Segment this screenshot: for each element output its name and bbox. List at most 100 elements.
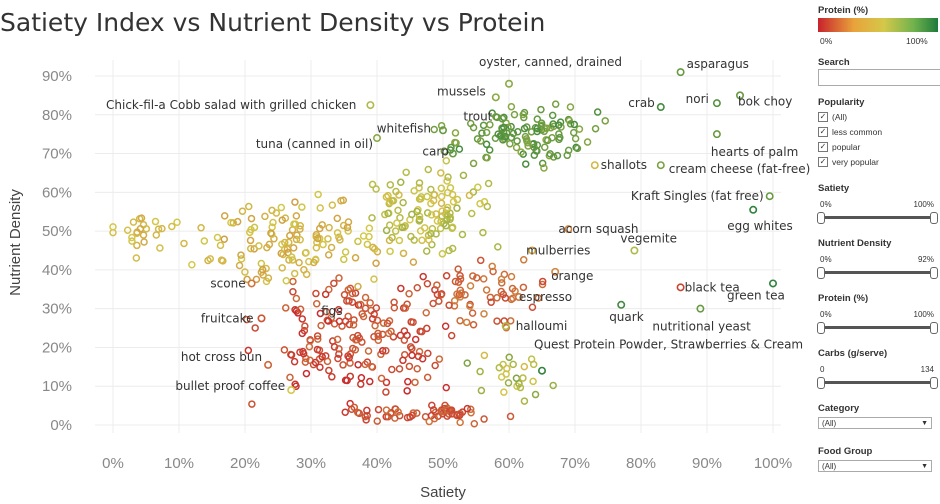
checkbox[interactable]: ✓ [818,127,828,137]
slider-handle-low[interactable] [817,322,825,334]
scatter-point [290,269,299,278]
scatter-point [402,168,410,177]
checkbox[interactable]: ✓ [818,142,828,152]
scatter-point [538,159,547,168]
scatter-point [429,299,437,308]
scatter-point [292,212,301,220]
scatter-point [418,236,426,245]
carbs-slider[interactable] [817,377,938,389]
scatter-point [289,288,297,296]
scatter-point [540,164,548,172]
scatter-point [173,218,181,226]
scatter-point [503,364,511,373]
slider-handle-low[interactable] [817,377,825,389]
scatter-point [330,279,338,288]
scatter-point [463,359,472,367]
point-label: crab [628,96,655,110]
scatter-point [296,348,304,356]
food-group-dropdown[interactable]: (All) ▼ [818,460,932,472]
popularity-option-very-popular[interactable]: ✓ very popular [818,157,879,167]
scatter-point [361,293,370,302]
scatter-point [370,310,378,318]
labeled-point [712,99,721,108]
x-tick-label: 70% [560,455,590,472]
scatter-point [354,237,362,246]
scatter-point [485,146,494,154]
point-label: acorn squash [558,222,638,236]
scatter-point [158,224,166,233]
scatter-point [136,225,145,233]
slider-handle-low[interactable] [817,267,825,279]
scatter-point [469,272,477,280]
scatter-point [397,284,405,293]
scatter-point [366,299,374,307]
x-tick-label: 10% [164,455,194,472]
protein-slider[interactable] [817,322,938,334]
scatter-point [438,407,447,416]
nutrient-density-slider[interactable] [817,267,938,279]
slider-handle-high[interactable] [930,212,938,224]
scatter-point [398,223,406,232]
slider-handle-low[interactable] [817,212,825,224]
scatter-point [363,240,372,249]
point-label: espresso [519,290,572,304]
popularity-option-less-common[interactable]: ✓ less common [818,127,882,137]
scatter-point [415,347,424,356]
scatter-point [393,219,401,227]
scatter-point [377,374,386,383]
scatter-point [523,139,532,147]
checkbox[interactable]: ✓ [818,112,828,122]
satiety-slider[interactable] [817,212,938,224]
popularity-option-all[interactable]: ✓ (All) [818,112,847,122]
scatter-point [469,159,478,168]
scatter-point [569,128,578,137]
scatter-point [359,312,368,321]
scatter-point [261,212,269,221]
scatter-point [233,217,242,226]
scatter-point [477,386,486,395]
scatter-point [483,153,491,162]
scatter-point [289,244,298,252]
point-label: nori [686,92,709,106]
point-label: shallots [601,158,647,172]
scatter-point [501,132,510,141]
scatter-point [537,119,546,127]
slider-handle-high[interactable] [930,377,938,389]
scatter-point [372,259,380,267]
scatter-point [389,333,398,341]
scatter-point [473,274,481,282]
scatter-point [328,201,337,209]
scatter-point [349,321,358,329]
point-label: tuna (canned in oil) [256,137,373,151]
scatter-point [437,121,446,130]
scatter-point [442,272,451,280]
scatter-point [296,305,305,314]
legend-title: Protein (%) [818,5,869,16]
food-group-title: Food Group [818,446,873,457]
scatter-point [347,405,356,413]
slider-handle-high[interactable] [930,322,938,334]
scatter-point [493,317,501,325]
scatter-point [396,178,405,187]
protein-filter-title: Protein (%) [818,293,869,304]
scatter-point [553,151,562,160]
scatter-point [423,279,432,288]
scatter-point [506,140,514,148]
scatter-point [430,414,439,423]
slider-handle-high[interactable] [930,267,938,279]
category-dropdown[interactable]: (All) ▼ [818,417,932,429]
scatter-point [466,282,475,290]
scatter-point [509,129,518,138]
point-label: bok choy [738,94,792,108]
point-label: scone [210,276,245,290]
point-label: fruitcake [201,311,254,325]
y-tick-label: 20% [42,339,72,356]
scatter-point [465,191,474,200]
scatter-point [351,254,360,262]
checkbox[interactable]: ✓ [818,157,828,167]
popularity-option-popular[interactable]: ✓ popular [818,142,860,152]
scatter-point [383,319,392,328]
scatter-point [244,346,253,355]
scatter-point [321,290,330,299]
search-input[interactable] [818,69,940,86]
